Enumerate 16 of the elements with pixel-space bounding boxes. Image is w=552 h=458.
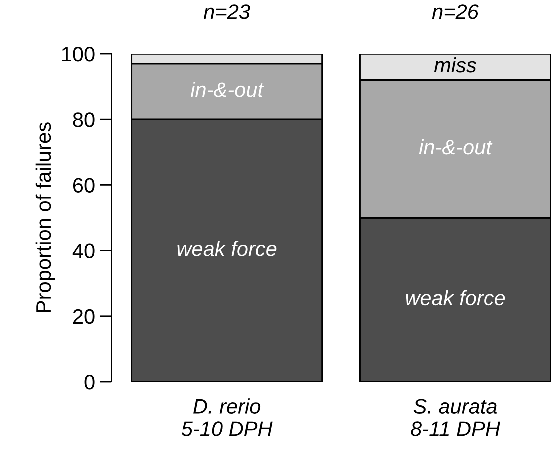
- series-label: weak force: [178, 241, 277, 256]
- y-tick-label: 40: [72, 244, 95, 259]
- text: n=23: [204, 4, 250, 20]
- series-label: in-&-out: [190, 82, 264, 98]
- y-tick-label: 100: [62, 47, 95, 62]
- y-axis-title: Proportion of failures: [36, 122, 56, 312]
- y-tick-label: 20: [73, 309, 95, 324]
- text: n=26: [432, 4, 479, 20]
- x-tick-label: D. rerio 5-10 DPH: [182, 398, 273, 436]
- y-tick-label: 0: [84, 375, 95, 390]
- x-tick-label: S. aurata 8-11 DPH: [411, 399, 500, 436]
- y-tick-label: 60: [73, 178, 95, 193]
- series-label: miss: [434, 57, 476, 73]
- y-tick-label: 80: [73, 112, 95, 128]
- text: weak force: [406, 290, 506, 306]
- text: in-&-out: [419, 139, 493, 155]
